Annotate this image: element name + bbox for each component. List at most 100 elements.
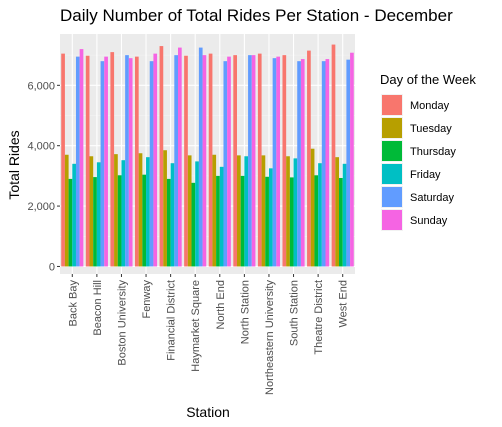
bar-friday [72,163,76,267]
bar-thursday [289,177,294,267]
bar-monday [208,53,213,267]
x-tick-label: Northeastern University [264,280,276,395]
legend-label-sunday: Sunday [410,215,448,227]
bar-friday [170,163,175,267]
bar-monday [257,53,262,267]
bar-monday [85,55,90,267]
bar-monday [134,56,139,267]
bar-saturday [174,55,178,267]
x-axis-title: Station [186,404,230,420]
bar-monday [233,55,237,267]
bar-monday [307,50,311,267]
bar-sunday [325,59,330,267]
bar-tuesday [212,154,217,267]
bar-monday [110,52,115,267]
x-tick-label: North End [215,280,227,330]
bar-sunday [276,56,281,267]
bar-tuesday [89,156,94,267]
legend-title: Day of the Week [380,72,476,87]
bar-friday [244,156,249,267]
y-axis-title: Total Rides [6,130,22,199]
bar-saturday [223,61,228,267]
y-tick-label: 2,000 [27,201,55,213]
legend-swatch-thursday [382,141,402,161]
bar-friday [96,162,101,267]
x-tick-label: Haymarket Square [190,280,202,372]
bar-tuesday [310,148,315,267]
bar-saturday [248,55,252,267]
bar-tuesday [163,150,167,267]
bar-sunday [300,59,305,267]
bar-saturday [125,55,129,267]
bar-saturday [297,61,301,267]
x-tick-label: South Station [289,280,301,346]
x-tick-label: Back Bay [67,280,79,327]
bar-monday [61,53,65,267]
panel-background [60,34,355,274]
x-tick-label: Beacon Hill [92,280,104,336]
x-tick-label: North Station [239,280,251,344]
legend-swatch-monday [382,95,402,115]
bar-friday [121,160,126,267]
legend-label-thursday: Thursday [410,146,456,158]
bar-friday [219,166,224,267]
bar-monday [159,46,164,267]
bar-sunday [79,49,84,267]
x-tick-label: Fenway [141,280,153,319]
x-tick-label: Financial District [166,280,178,361]
bar-saturday [149,61,154,267]
bar-sunday [178,47,182,267]
bar-sunday [128,58,133,267]
bar-thursday [117,175,122,267]
bar-tuesday [335,157,340,267]
bar-sunday [202,55,207,267]
y-tick-label: 4,000 [27,141,55,153]
bar-saturday [321,61,326,267]
bar-tuesday [261,155,266,267]
bar-tuesday [114,154,118,267]
bar-friday [146,157,150,267]
bar-thursday [142,174,147,267]
chart-title: Daily Number of Total Rides Per Station … [60,6,453,25]
bar-thursday [166,178,171,267]
bar-thursday [339,178,343,267]
bar-sunday [251,55,256,267]
y-tick-label: 6,000 [27,80,55,92]
axes: 0 2,000 4,000 6,000 Back Bay Beacon Hill Bosto… [27,80,349,395]
bar-tuesday [64,154,69,267]
bar-sunday [104,56,108,267]
legend-swatch-saturday [382,187,402,207]
bar-thursday [314,175,319,267]
bar-saturday [198,47,203,267]
x-tick-label: West End [338,280,350,328]
bar-tuesday [138,153,143,267]
legend-label-friday: Friday [410,169,441,181]
bar-saturday [75,56,80,267]
legend-swatch-sunday [382,210,402,230]
bar-thursday [191,182,196,267]
bar-monday [282,55,287,267]
bar-thursday [68,178,73,267]
legend-swatch-tuesday [382,118,402,138]
bar-tuesday [187,155,192,267]
bar-monday [184,55,188,267]
bar-sunday [227,56,231,267]
x-tick-label: Theatre District [313,280,325,355]
bar-friday [318,163,322,267]
legend-label-monday: Monday [410,100,450,112]
bar-friday [293,158,298,267]
bar-monday [331,44,336,267]
bar-sunday [350,52,354,267]
bar-thursday [265,176,269,267]
legend-swatch-friday [382,164,402,184]
bar-friday [268,168,273,267]
bar-friday [195,161,199,267]
legend-label-tuesday: Tuesday [410,123,452,135]
bar-saturday [100,61,105,267]
bar-saturday [272,58,277,267]
bar-tuesday [286,156,290,267]
bar-saturday [346,59,351,267]
bar-friday [342,163,347,267]
legend-label-saturday: Saturday [410,192,455,204]
